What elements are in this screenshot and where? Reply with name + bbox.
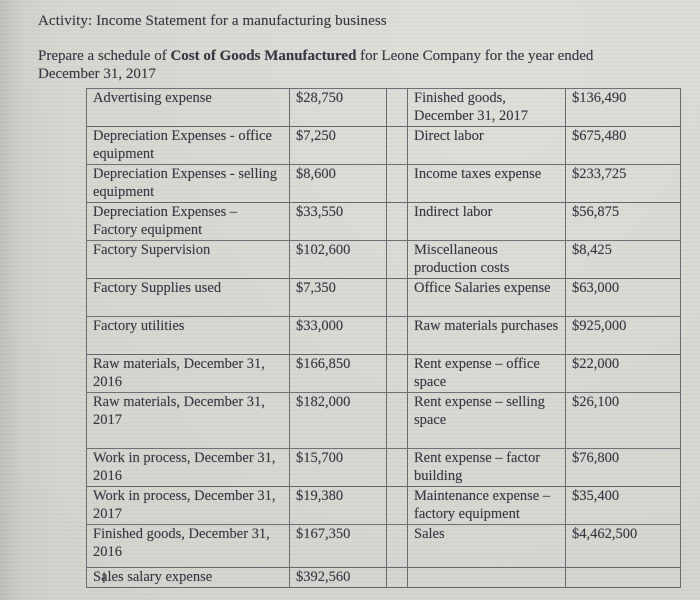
activity-title: Activity: Income Statement for a manufac… — [38, 13, 387, 29]
left-item-label: Depreciation Expenses - selling equipmen… — [86, 164, 290, 203]
left-item-label: Advertising expense — [86, 88, 290, 127]
right-item-label: Rent expense – office space — [407, 354, 566, 393]
left-item-label: Sales salary expense — [86, 567, 290, 588]
table-row: Finished goods, December 31, 2016 $167,3… — [86, 524, 681, 568]
spacer-cell — [386, 278, 408, 317]
left-item-value: $182,000 — [289, 392, 387, 449]
left-item-label: Depreciation Expenses - office equipment — [86, 126, 290, 165]
right-item-value: $136,490 — [565, 88, 681, 127]
left-item-value: $33,000 — [289, 316, 387, 355]
right-item-label: Direct labor — [407, 126, 566, 165]
spacer-cell — [386, 316, 408, 355]
right-item-label: Rent expense – factor building — [407, 448, 566, 487]
spacer-cell — [386, 354, 408, 393]
left-item-value: $7,250 — [289, 126, 387, 165]
table-row: Factory Supervision $102,600 Miscellaneo… — [86, 240, 681, 279]
right-item-value: $675,480 — [565, 126, 681, 165]
left-item-value: $28,750 — [289, 88, 387, 127]
left-item-value: $392,560 — [289, 567, 387, 588]
right-item-label: Finished goods, December 31, 2017 — [407, 88, 566, 127]
table-row: Depreciation Expenses – Factory equipmen… — [86, 202, 681, 241]
instruction-text: Prepare a schedule of Cost of Goods Manu… — [38, 47, 668, 83]
spacer-cell — [386, 202, 408, 241]
left-item-label: Factory utilities — [86, 316, 290, 355]
spacer-cell — [386, 392, 408, 449]
table-row: Raw materials, December 31, 2016 $166,85… — [86, 354, 681, 393]
table-row: Work in process, December 31, 2016 $15,7… — [86, 448, 681, 487]
left-item-value: $19,380 — [289, 486, 387, 525]
right-item-value: $925,000 — [565, 316, 681, 355]
left-item-label: Raw materials, December 31, 2017 — [86, 392, 290, 449]
left-item-label: Finished goods, December 31, 2016 — [86, 524, 290, 568]
right-item-label: Indirect labor — [407, 202, 566, 241]
right-item-label: Office Salaries expense — [407, 278, 566, 317]
left-item-label: Factory Supplies used — [86, 278, 290, 317]
table-row: Depreciation Expenses - selling equipmen… — [86, 164, 681, 203]
instruction-line2: December 31, 2017 — [38, 66, 156, 82]
left-item-label: Raw materials, December 31, 2016 — [86, 354, 290, 393]
spacer-cell — [386, 567, 408, 588]
left-item-label: Work in process, December 31, 2017 — [86, 486, 290, 525]
left-item-value: $166,850 — [289, 354, 387, 393]
table-row: Factory Supplies used $7,350 Office Sala… — [86, 278, 681, 317]
spacer-cell — [386, 448, 408, 487]
left-item-value: $7,350 — [289, 278, 387, 317]
right-item-label: Income taxes expense — [407, 164, 566, 203]
right-item-value: $56,875 — [565, 202, 681, 241]
left-item-label: Depreciation Expenses – Factory equipmen… — [86, 202, 290, 241]
instruction-prefix: Prepare a schedule of — [38, 48, 171, 64]
table-row: Factory utilities $33,000 Raw materials … — [86, 316, 681, 355]
right-item-label: Sales — [407, 524, 566, 568]
spacer-cell — [386, 524, 408, 568]
right-item-label: Rent expense – selling space — [407, 392, 566, 449]
spacer-cell — [386, 126, 408, 165]
right-item-label: Miscellaneous production costs — [407, 240, 566, 279]
spacer-cell — [386, 88, 408, 127]
left-item-value: $33,550 — [289, 202, 387, 241]
table-row: Depreciation Expenses - office equipment… — [86, 126, 681, 165]
left-item-value: $8,600 — [289, 164, 387, 203]
right-item-label — [407, 567, 566, 588]
right-item-value: $22,000 — [565, 354, 681, 393]
left-item-label: Factory Supervision — [86, 240, 290, 279]
right-item-value — [565, 567, 681, 588]
right-item-value: $4,462,500 — [565, 524, 681, 568]
left-item-label: Work in process, December 31, 2016 — [86, 448, 290, 487]
left-item-value: $15,700 — [289, 448, 387, 487]
spacer-cell — [386, 486, 408, 525]
left-item-value: $167,350 — [289, 524, 387, 568]
instruction-bold-phrase: Cost of Goods Manufactured — [170, 48, 357, 64]
right-item-label: Maintenance expense – factory equipment — [407, 486, 566, 525]
left-item-value: $102,600 — [289, 240, 387, 279]
cost-data-table: Advertising expense $28,750 Finished goo… — [86, 88, 681, 588]
table-row: Advertising expense $28,750 Finished goo… — [86, 88, 681, 127]
spacer-cell — [386, 240, 408, 279]
spacer-cell — [386, 164, 408, 203]
table-row: Raw materials, December 31, 2017 $182,00… — [86, 392, 681, 449]
right-item-value: $8,425 — [565, 240, 681, 279]
right-item-value: $35,400 — [565, 486, 681, 525]
right-item-value: $63,000 — [565, 278, 681, 317]
right-item-label: Raw materials purchases — [407, 316, 566, 355]
instruction-suffix: for Leone Company for the year ended — [356, 48, 594, 64]
table-row: Sales salary expense $392,560 — [86, 567, 681, 588]
right-item-value: $233,725 — [565, 164, 681, 203]
right-item-value: $26,100 — [565, 392, 681, 449]
table-row: Work in process, December 31, 2017 $19,3… — [86, 486, 681, 525]
right-item-value: $76,800 — [565, 448, 681, 487]
